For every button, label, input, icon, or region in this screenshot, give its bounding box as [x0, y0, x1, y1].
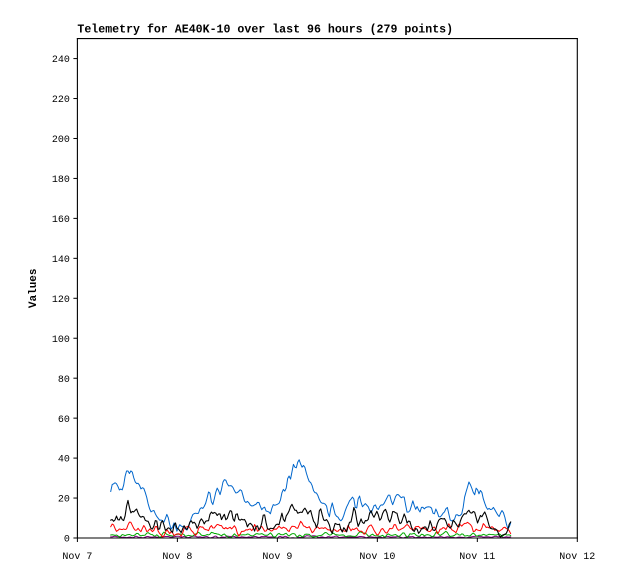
svg-text:Nov 8: Nov 8	[162, 552, 192, 563]
svg-text:160: 160	[52, 215, 70, 226]
svg-text:Nov 10: Nov 10	[359, 552, 395, 563]
svg-text:220: 220	[52, 95, 70, 106]
svg-text:100: 100	[52, 335, 70, 346]
svg-text:40: 40	[58, 455, 70, 466]
svg-text:240: 240	[52, 55, 70, 66]
svg-text:0: 0	[64, 535, 70, 546]
svg-text:Nov 9: Nov 9	[262, 552, 292, 563]
svg-text:60: 60	[58, 415, 70, 426]
svg-text:Telemetry for AE40K-10 over la: Telemetry for AE40K-10 over last 96 hour…	[77, 24, 453, 37]
svg-text:Nov 12: Nov 12	[559, 552, 595, 563]
svg-text:80: 80	[58, 375, 70, 386]
svg-text:140: 140	[52, 255, 70, 266]
svg-text:Nov 11: Nov 11	[459, 552, 495, 563]
svg-text:Nov 7: Nov 7	[62, 552, 92, 563]
svg-text:20: 20	[58, 495, 70, 506]
svg-text:180: 180	[52, 175, 70, 186]
svg-text:200: 200	[52, 135, 70, 146]
svg-text:120: 120	[52, 295, 70, 306]
svg-text:Values: Values	[28, 268, 40, 308]
